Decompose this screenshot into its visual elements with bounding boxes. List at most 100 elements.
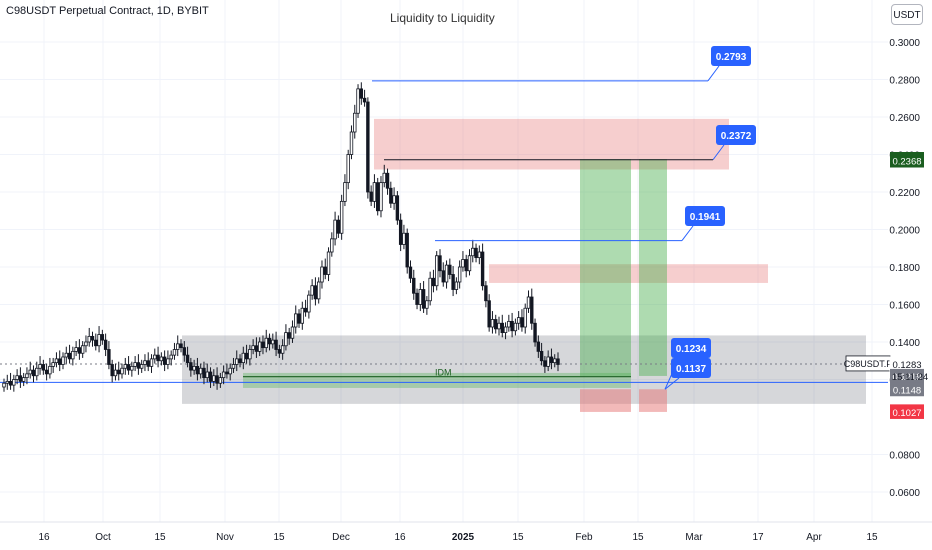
callout-leader bbox=[681, 225, 694, 241]
candle-body bbox=[415, 292, 419, 305]
candle bbox=[280, 339, 285, 360]
y-tick-label: 0.1400 bbox=[889, 338, 920, 349]
candle bbox=[451, 266, 455, 297]
candle-body bbox=[248, 349, 252, 360]
candle bbox=[454, 277, 459, 295]
candle bbox=[402, 224, 406, 250]
price-level: 0.1941 bbox=[435, 206, 725, 242]
candle-body bbox=[507, 320, 511, 328]
candle bbox=[107, 341, 111, 370]
candle bbox=[539, 342, 544, 366]
y-tick-label: 0.2200 bbox=[889, 188, 920, 199]
candle bbox=[25, 367, 29, 385]
candle-body bbox=[408, 266, 413, 279]
candle bbox=[320, 260, 324, 289]
axis-badge-label: 0.2368 bbox=[892, 157, 921, 168]
candle-body bbox=[503, 326, 508, 334]
level-callout bbox=[716, 125, 756, 145]
candle-body bbox=[343, 182, 347, 202]
axis-badge: 0.2368 bbox=[890, 153, 924, 168]
candle-body bbox=[251, 345, 255, 350]
candle-body bbox=[271, 339, 275, 345]
candle bbox=[556, 352, 560, 372]
candle bbox=[244, 344, 249, 364]
candle-body bbox=[448, 264, 452, 275]
candle-body bbox=[385, 172, 390, 189]
candle bbox=[346, 149, 350, 190]
candle-body bbox=[421, 289, 426, 309]
candle bbox=[123, 357, 127, 375]
level-callout-label: 0.1234 bbox=[676, 344, 707, 355]
candle bbox=[405, 228, 409, 274]
candle-body bbox=[94, 339, 98, 347]
axis-badge-label: 0.1283 bbox=[892, 360, 921, 371]
candle bbox=[290, 320, 295, 343]
x-tick-label: 16 bbox=[38, 532, 50, 543]
candle-body bbox=[533, 322, 537, 343]
candle-body bbox=[513, 322, 518, 332]
y-tick-label: 0.2000 bbox=[889, 226, 920, 237]
currency-button[interactable]: USDT bbox=[891, 4, 923, 25]
candle bbox=[330, 232, 334, 257]
candle-body bbox=[464, 259, 468, 272]
candle bbox=[254, 337, 259, 358]
candle bbox=[520, 309, 524, 332]
candle-body bbox=[313, 285, 318, 300]
candle-body bbox=[320, 266, 324, 283]
candle bbox=[94, 333, 98, 351]
candle-body bbox=[35, 367, 39, 377]
candle bbox=[198, 363, 203, 379]
candle-body bbox=[123, 364, 127, 369]
candle bbox=[467, 249, 472, 276]
candle-body bbox=[189, 362, 193, 371]
candle-body bbox=[372, 182, 377, 202]
candle bbox=[543, 356, 547, 373]
candle bbox=[385, 168, 390, 195]
candle-body bbox=[516, 317, 521, 324]
candle bbox=[126, 356, 131, 375]
candle-body bbox=[454, 281, 459, 290]
x-tick-label: Nov bbox=[216, 532, 234, 543]
candle-body bbox=[526, 296, 531, 309]
candle bbox=[421, 281, 426, 313]
axis-badge: 0.1148 bbox=[890, 382, 924, 397]
price-level: 0.2793 bbox=[372, 46, 751, 82]
candle-body bbox=[139, 364, 144, 369]
candle-body bbox=[339, 200, 344, 234]
candle-body bbox=[182, 347, 186, 356]
candle bbox=[326, 247, 331, 282]
candle bbox=[490, 311, 495, 334]
candle-body bbox=[366, 101, 370, 193]
candle-body bbox=[18, 375, 23, 382]
candle-body bbox=[356, 88, 360, 114]
candle bbox=[90, 331, 95, 347]
candle-body bbox=[389, 187, 393, 204]
candle-body bbox=[549, 356, 554, 364]
candle-body bbox=[257, 341, 262, 352]
candle-body bbox=[310, 285, 314, 296]
candle-body bbox=[21, 377, 26, 382]
x-tick-label: 17 bbox=[752, 532, 764, 543]
candle-body bbox=[382, 172, 386, 184]
candle bbox=[362, 89, 367, 107]
candle bbox=[192, 359, 196, 375]
candle-body bbox=[221, 371, 226, 379]
zone-range bbox=[182, 335, 866, 404]
long-position-target bbox=[580, 159, 631, 376]
candle bbox=[382, 164, 386, 188]
candle-body bbox=[376, 182, 380, 212]
candle bbox=[300, 301, 305, 330]
candle bbox=[139, 359, 144, 373]
x-tick-label: 15 bbox=[632, 532, 644, 543]
candle bbox=[366, 97, 370, 199]
candle bbox=[54, 352, 59, 368]
candle-body bbox=[212, 375, 216, 382]
candle-body bbox=[87, 335, 91, 343]
x-tick-label: Oct bbox=[95, 532, 111, 543]
candle bbox=[392, 187, 396, 210]
candle-body bbox=[333, 219, 337, 240]
candle bbox=[412, 269, 416, 300]
candle bbox=[303, 299, 308, 317]
axis-badge-bg bbox=[890, 153, 924, 168]
